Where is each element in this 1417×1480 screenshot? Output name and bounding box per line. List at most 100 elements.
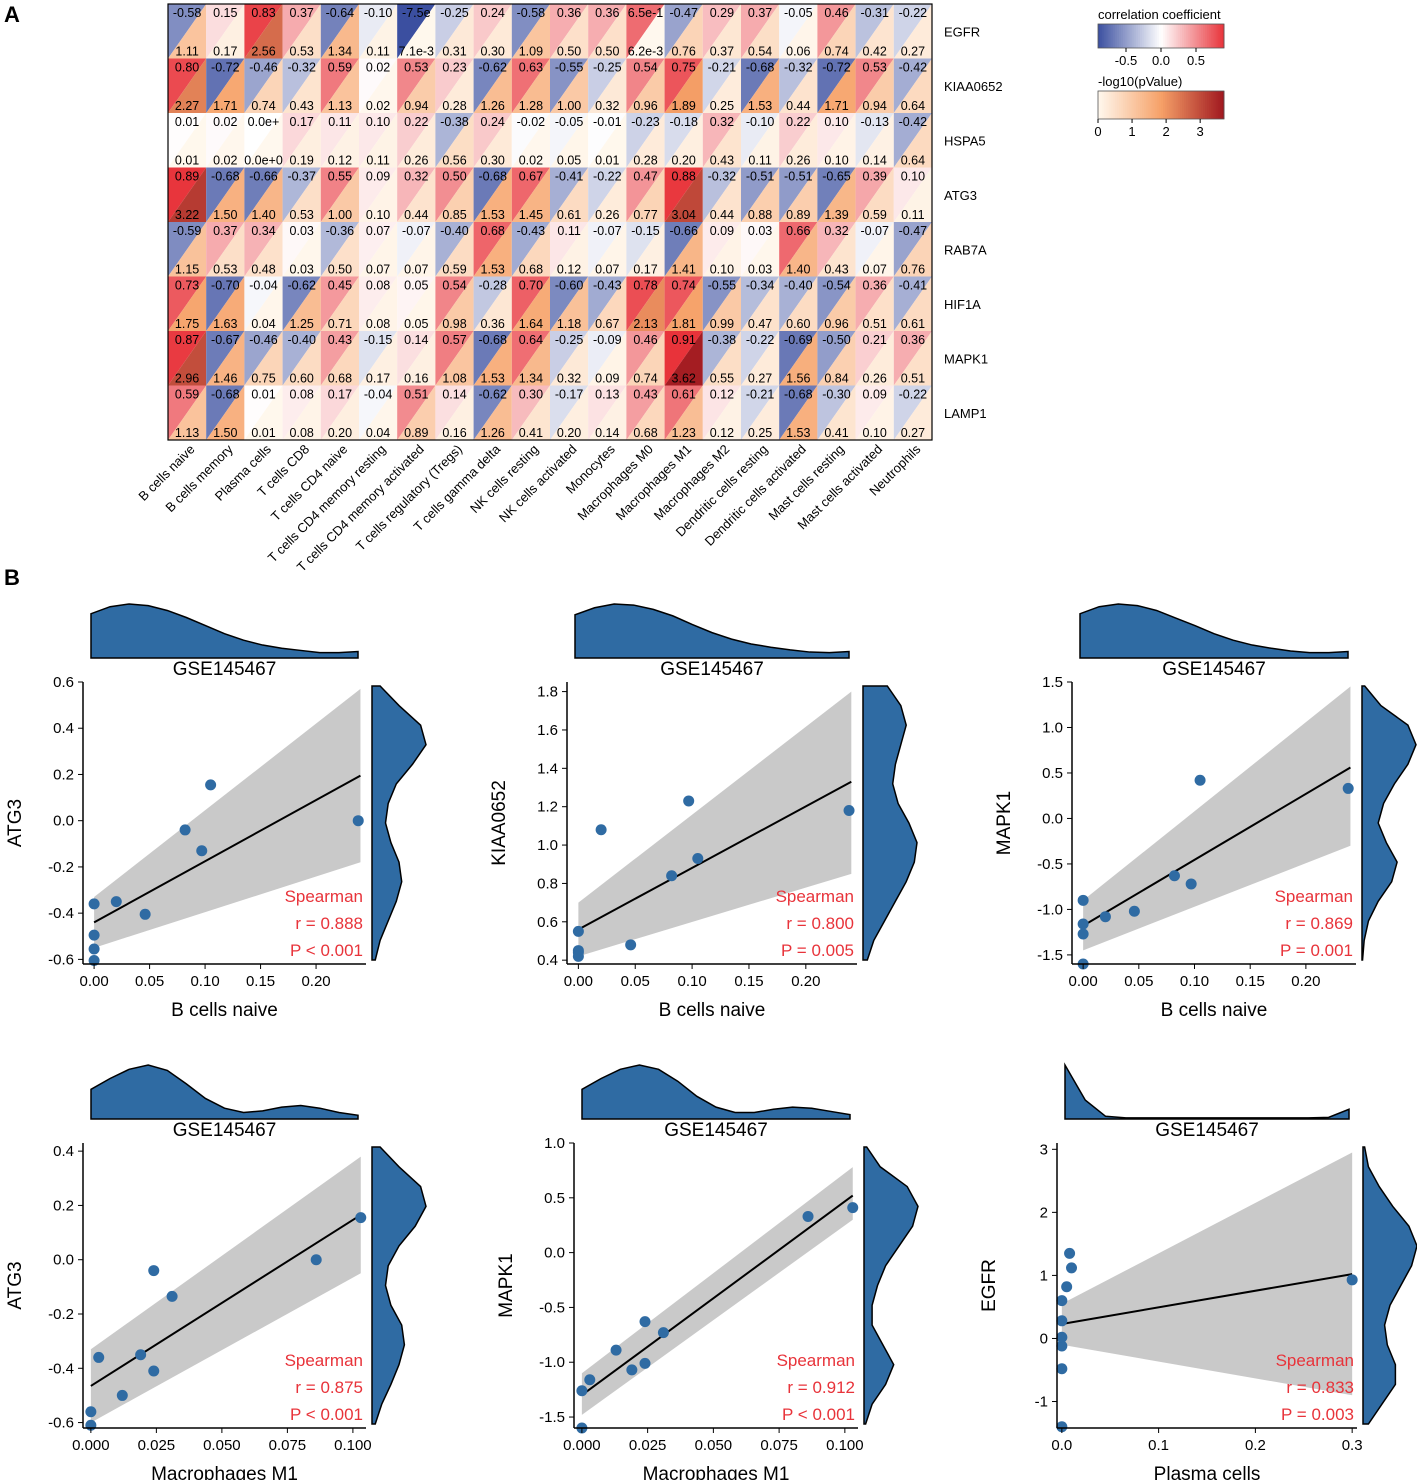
heatmap-p-triangle	[320, 331, 359, 386]
heatmap-cor-label: 0.0e+	[248, 115, 280, 129]
heatmap-cor-label: -0.59	[173, 224, 202, 238]
legend-cor-swatch	[1098, 24, 1101, 48]
regression-line	[1082, 766, 1351, 927]
heatmap-p-label: 0.64	[901, 154, 925, 168]
heatmap-cor-label: 0.24	[481, 115, 505, 129]
heatmap-p-label: 0.74	[824, 45, 848, 59]
heatmap-cor-label: 0.83	[251, 6, 275, 20]
heatmap-cor-label: 0.75	[672, 61, 696, 75]
heatmap-p-triangle	[626, 167, 665, 222]
legend-cor-swatch	[1169, 24, 1172, 48]
heatmap-cor-triangle	[588, 276, 627, 331]
heatmap-cor-label: 0.89	[175, 170, 199, 184]
heatmap-p-label: 1.53	[786, 426, 810, 440]
regression-line	[577, 780, 852, 931]
heatmap-cor-label: 0.03	[290, 224, 314, 238]
heatmap-cor-label: 0.17	[290, 115, 314, 129]
data-point	[88, 929, 100, 941]
legend-p-swatch	[1221, 91, 1225, 119]
y-tick-label: 0.8	[537, 875, 558, 892]
heatmap-cor-label: 0.17	[328, 388, 352, 402]
heatmap-cor-triangle	[511, 222, 550, 277]
heatmap-p-label: 0.85	[442, 208, 466, 222]
heatmap-cor-label: 0.32	[710, 115, 734, 129]
heatmap-cor-label: -0.09	[593, 333, 622, 347]
heatmap-p-label: 3.62	[672, 372, 696, 386]
legend-p-swatch	[1148, 91, 1151, 119]
heatmap-cor-label: 0.14	[404, 333, 428, 347]
heatmap-cor-triangle	[511, 113, 550, 168]
y-tick-label: 0.2	[53, 766, 74, 783]
x-tick-label: 0.20	[1291, 973, 1320, 990]
legend-p-tick-label: 1	[1128, 124, 1135, 139]
heatmap-cor-triangle	[511, 276, 550, 331]
heatmap-cor-triangle	[588, 4, 627, 59]
confidence-ribbon	[1061, 1152, 1353, 1396]
heatmap-p-label: 1.39	[824, 208, 848, 222]
heatmap-p-triangle	[855, 58, 894, 113]
legend-cor-swatch	[1196, 24, 1200, 48]
data-point	[352, 815, 364, 827]
plot-title: GSE145467	[664, 1120, 768, 1141]
heatmap-cor-label: -0.21	[746, 388, 775, 402]
x-tick-label: 0.075	[760, 1437, 798, 1454]
data-point	[1077, 894, 1089, 906]
heatmap-cor-label: 0.55	[328, 170, 352, 184]
legend-cor-swatch	[1173, 24, 1177, 48]
data-point	[1077, 918, 1089, 930]
heatmap-p-triangle	[817, 385, 856, 440]
x-tick-label: 0.15	[246, 973, 275, 990]
heatmap-cor-label: 0.02	[213, 115, 237, 129]
data-point	[310, 1254, 322, 1266]
heatmap-cor-triangle	[741, 276, 780, 331]
heatmap-cell-label: NK cells resting	[467, 442, 541, 516]
legend-cor-swatch	[1209, 24, 1212, 48]
heatmap-cor-triangle	[511, 385, 550, 440]
heatmap-p-label: 0.05	[557, 154, 581, 168]
heatmap-cor-label: -0.22	[746, 333, 775, 347]
heatmap-p-triangle	[168, 331, 207, 386]
data-point	[205, 779, 217, 791]
legend-cor-swatch	[1150, 24, 1153, 48]
heatmap-cor-triangle	[664, 113, 703, 168]
plot-title: GSE145467	[173, 659, 277, 680]
heatmap-p-triangle	[320, 222, 359, 277]
heatmap-p-triangle	[244, 58, 283, 113]
heatmap-cor-label: -0.40	[287, 333, 316, 347]
legend-cor-swatch	[1207, 24, 1210, 48]
heatmap-cor-label: 0.46	[824, 6, 848, 20]
heatmap-cor-triangle	[664, 385, 703, 440]
heatmap-p-label: 3.04	[672, 208, 696, 222]
heatmap-cor-triangle	[206, 276, 245, 331]
heatmap-cor-label: -0.38	[440, 115, 469, 129]
heatmap-cor-label: 0.14	[442, 388, 466, 402]
heatmap-cor-label: 0.78	[633, 279, 657, 293]
heatmap-p-label: 0.07	[595, 263, 619, 277]
heatmap-p-triangle	[282, 222, 321, 277]
heatmap-p-triangle	[626, 222, 665, 277]
legend-p-swatch	[1196, 91, 1200, 119]
heatmap-p-triangle	[397, 222, 436, 277]
legend-p-swatch	[1119, 91, 1122, 119]
heatmap-p-label: 1.26	[481, 99, 505, 113]
heatmap-p-triangle	[702, 222, 741, 277]
legend-cor-swatch	[1121, 24, 1124, 48]
y-axis-title: KIAA0652	[489, 780, 510, 866]
legend-cor-swatch	[1182, 24, 1185, 48]
scatter-plot-2: GSE145467 0.00 0.05 0.10 0.15 0.20 0.4 0.6 0.8 1.…	[489, 603, 918, 1021]
y-density	[371, 1146, 427, 1425]
heatmap-cor-triangle	[855, 276, 894, 331]
stat-method: Spearman	[1276, 1351, 1354, 1370]
legend-cor-swatch	[1161, 24, 1164, 48]
heatmap-cor-triangle	[779, 222, 818, 277]
heatmap-cor-label: 0.10	[901, 170, 925, 184]
heatmap-p-triangle	[550, 276, 589, 331]
heatmap-p-triangle	[817, 58, 856, 113]
heatmap-cor-triangle	[855, 222, 894, 277]
heatmap-p-triangle	[855, 113, 894, 168]
legend-cor-swatch	[1213, 24, 1216, 48]
heatmap-p-label: 0.17	[213, 45, 237, 59]
data-point	[1342, 782, 1354, 794]
heatmap-p-label: 0.11	[366, 45, 389, 59]
x-axis-title: Macrophages M1	[643, 1464, 790, 1480]
